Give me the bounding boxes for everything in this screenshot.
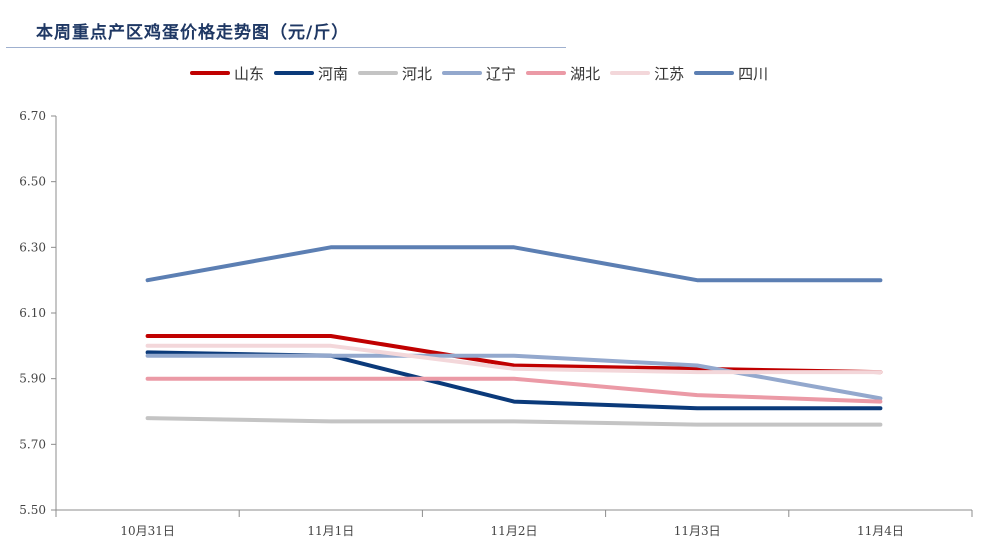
- legend-label: 河北: [402, 64, 433, 83]
- title-underline: [6, 47, 566, 48]
- legend-item: 河南: [274, 63, 348, 84]
- y-tick-label: 5.70: [19, 437, 46, 451]
- legend-item: 山东: [190, 63, 264, 84]
- y-tick-label: 5.50: [19, 503, 46, 517]
- legend-swatch: [610, 71, 651, 75]
- series-line-4: [145, 353, 883, 401]
- legend-swatch: [190, 71, 230, 75]
- chart-legend: 山东 河南 河北 辽宁 湖北 江苏 四川: [190, 62, 778, 84]
- y-tick-label: 6.10: [19, 306, 46, 320]
- legend-swatch: [358, 71, 399, 75]
- series-line-6: [145, 343, 883, 375]
- y-tick-label: 6.50: [19, 175, 46, 189]
- x-tick-label: 11月3日: [674, 524, 721, 538]
- legend-label: 辽宁: [486, 64, 517, 83]
- series-line-1: [145, 334, 883, 375]
- legend-label: 河南: [318, 64, 349, 83]
- legend-item: 四川: [694, 63, 768, 84]
- x-tick-label: 10月31日: [120, 524, 175, 538]
- x-tick-label: 11月1日: [307, 524, 354, 538]
- y-tick-label: 6.30: [19, 240, 46, 254]
- chart-title: 本周重点产区鸡蛋价格走势图（元/斤）: [36, 23, 350, 43]
- x-tick-label: 11月2日: [491, 524, 538, 538]
- y-tick-label: 6.70: [19, 109, 46, 123]
- legend-label: 江苏: [654, 64, 685, 83]
- legend-item: 河北: [358, 63, 432, 84]
- y-tick-label: 5.90: [19, 372, 46, 386]
- legend-swatch: [694, 71, 735, 75]
- series-line-7: [145, 245, 883, 283]
- legend-swatch: [274, 71, 315, 75]
- legend-label: 湖北: [570, 64, 601, 83]
- x-tick-label: 11月4日: [857, 524, 904, 538]
- legend-label: 山东: [234, 64, 265, 83]
- series-line-3: [145, 416, 883, 427]
- legend-item: 江苏: [610, 63, 684, 84]
- legend-swatch: [442, 71, 483, 75]
- legend-item: 辽宁: [442, 63, 516, 84]
- series-line-5: [145, 376, 883, 404]
- legend-item: 湖北: [526, 63, 600, 84]
- legend-label: 四川: [738, 64, 769, 83]
- legend-swatch: [526, 71, 567, 75]
